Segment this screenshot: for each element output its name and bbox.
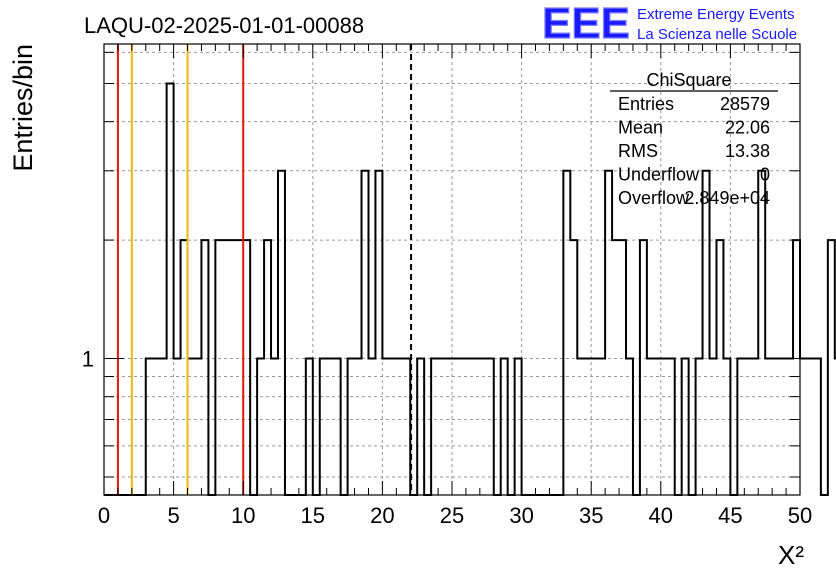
y-tick-label: 1 [82,347,94,372]
logo-line2: La Scienza nelle Scuole [637,26,797,43]
x-tick-label: 40 [649,503,673,528]
stats-box: ChiSquare Entries 28579 Mean 22.06 RMS 13.38 Un… [610,70,778,208]
stats-value: 13.38 [725,141,770,161]
stats-value: 2.849e+04 [684,188,770,208]
eee-logo: EEE Extreme Energy Events La Scienza nel… [541,0,797,49]
stats-value: 22.06 [725,118,770,138]
stats-label: Overflow [618,188,690,208]
x-tick-label: 45 [718,503,742,528]
x-tick-label: 0 [98,503,110,528]
axes-layer: 0 5 10 15 20 25 30 35 40 45 50 1 [82,43,812,528]
y-axis-label: Entries/bin [8,44,38,172]
x-tick-label: 10 [231,503,255,528]
stats-value: 28579 [720,94,770,114]
logo-mark: EEE [542,0,630,48]
x-tick-label: 50 [788,503,812,528]
x-tick-label: 15 [301,503,325,528]
histogram-layer [104,82,836,496]
x-tick-label: 30 [509,503,533,528]
x-tick-label: 35 [579,503,603,528]
stats-label: RMS [618,141,658,161]
x-tick-label: 20 [370,503,394,528]
x-tick-label: 25 [440,503,464,528]
x-axis-label: X² [778,540,804,570]
chart-title: LAQU-02-2025-01-01-00088 [84,13,364,38]
stats-label: Entries [618,94,674,114]
histogram-outline [104,82,836,496]
logo-line1: Extreme Energy Events [637,6,795,23]
x-tick-label: 5 [167,503,179,528]
stats-label: Underflow [618,165,700,185]
marker-lines-layer [116,44,413,495]
stats-label: Mean [618,118,663,138]
stats-title: ChiSquare [646,70,731,90]
stats-value: 0 [760,165,770,185]
